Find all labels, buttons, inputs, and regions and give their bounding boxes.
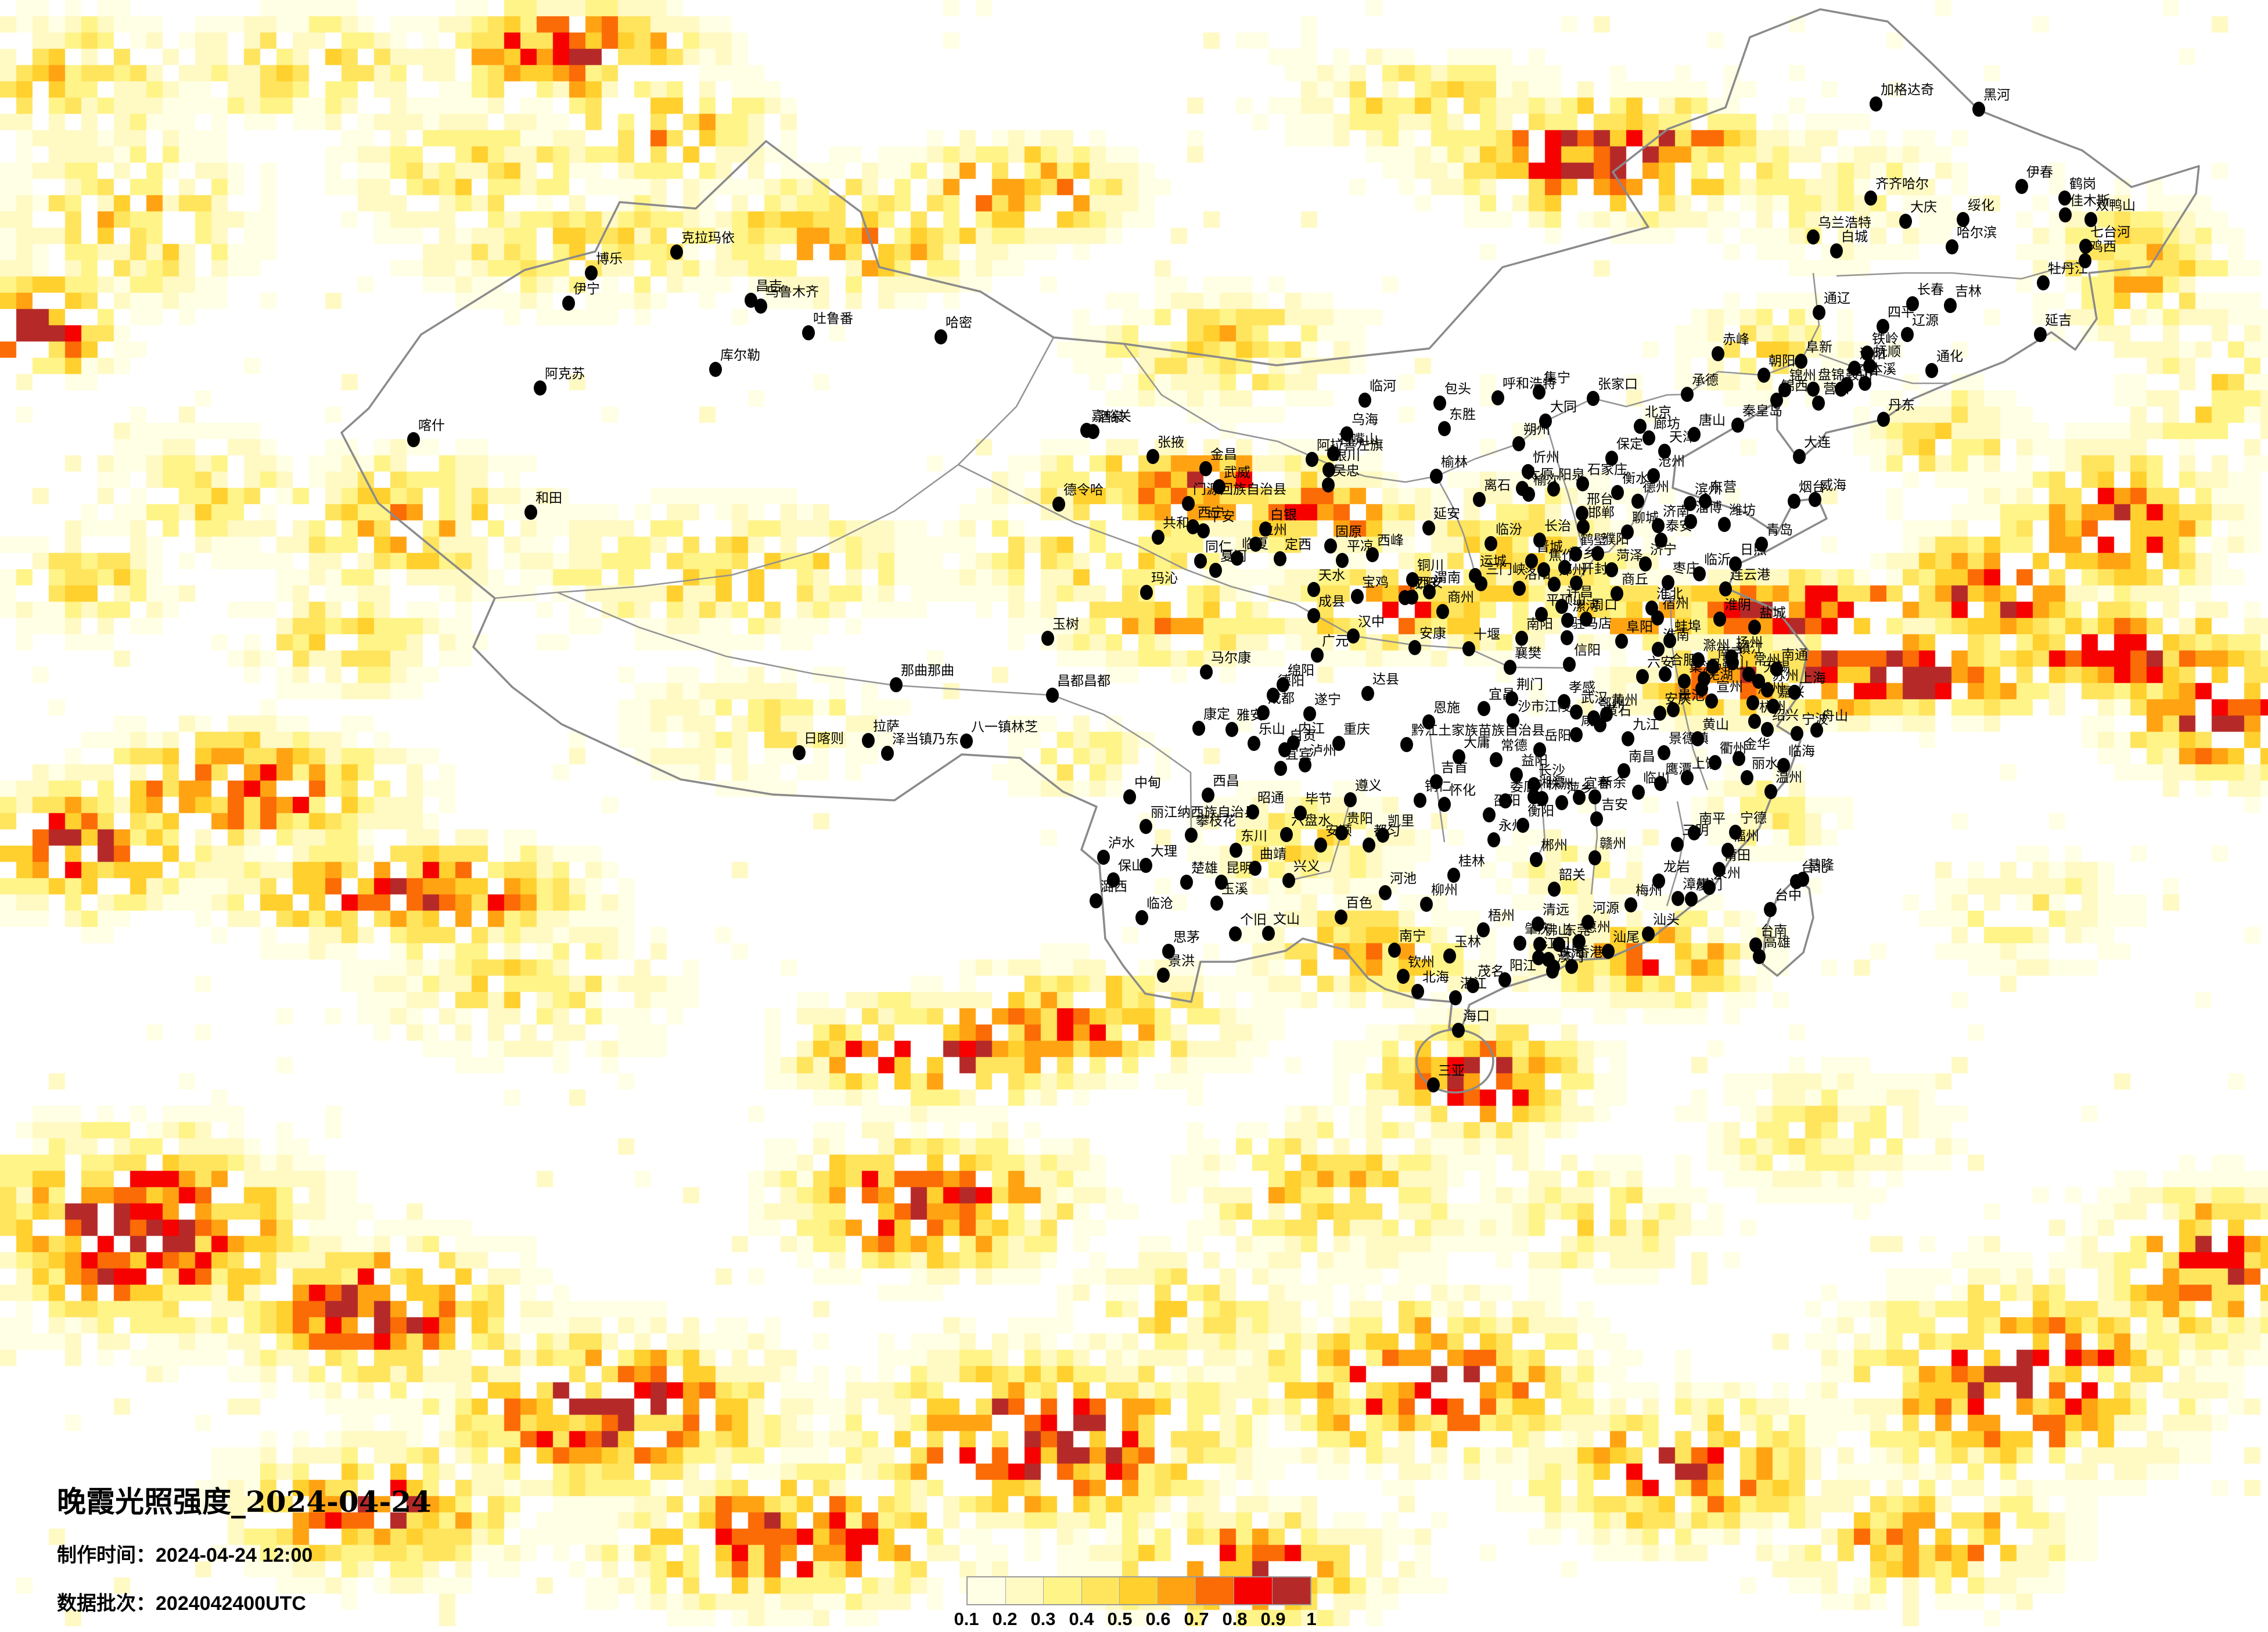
legend-swatch [1234,1577,1273,1604]
legend-color-bar [966,1576,1311,1605]
legend-tick-labels: 0.1 0.2 0.3 0.4 0.5 0.6 0.7 0.8 0.9 1 [954,1609,1316,1632]
legend-tick-label: 0.9 [1260,1609,1286,1629]
title-block: 晚霞光照强度_2024-04-24 制作时间：2024-04-24 12:00 … [57,1484,432,1616]
legend-tick-label: 0.8 [1222,1609,1248,1629]
data-batch-value: 2024042400UTC [156,1593,306,1615]
legend-tick-label: 0.5 [1107,1609,1133,1629]
legend-tick-label: 0.2 [992,1609,1018,1629]
legend-swatch [1044,1577,1082,1604]
legend-tick-label: 0.7 [1184,1609,1209,1629]
production-time-line: 制作时间：2024-04-24 12:00 [57,1539,432,1568]
legend-swatch [1196,1577,1234,1604]
production-time-value: 2024-04-24 12:00 [156,1544,313,1566]
legend-swatch [1120,1577,1158,1604]
legend-tick-label: 0.1 [954,1609,979,1629]
legend-swatch [968,1577,1006,1604]
legend-swatch [1081,1577,1120,1604]
legend-swatch [1005,1577,1044,1604]
data-batch-label: 数据批次： [57,1592,156,1615]
legend: 0.1 0.2 0.3 0.4 0.5 0.6 0.7 0.8 0.9 1 [954,1576,1317,1632]
legend-tick-label: 0.4 [1069,1609,1094,1629]
map-title: 晚霞光照强度_2024-04-24 [57,1484,432,1519]
legend-tick-label: 1 [1306,1609,1317,1629]
data-batch-line: 数据批次：2024042400UTC [57,1587,432,1616]
legend-swatch [1272,1577,1311,1604]
legend-tick-label: 0.3 [1030,1609,1056,1629]
legend-tick-label: 0.6 [1145,1609,1171,1629]
production-time-label: 制作时间： [57,1544,156,1567]
legend-swatch [1158,1577,1196,1604]
